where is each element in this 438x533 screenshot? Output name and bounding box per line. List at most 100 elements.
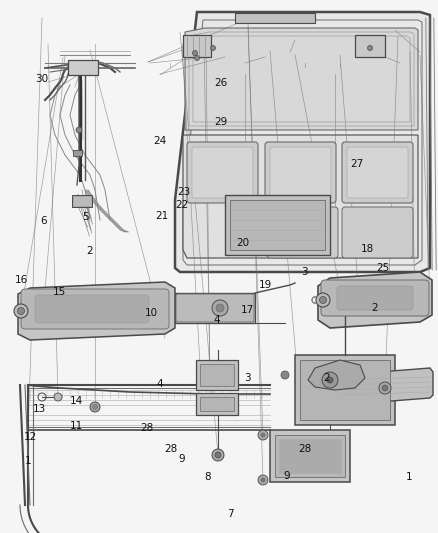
Polygon shape [185,28,418,130]
Text: 29: 29 [215,117,228,126]
Text: 2: 2 [86,246,93,255]
Text: 1: 1 [25,456,32,466]
Polygon shape [308,360,365,390]
Text: 2: 2 [371,303,378,313]
Circle shape [215,452,221,458]
Bar [300,360,390,420]
Text: 7: 7 [226,510,233,519]
Text: 14: 14 [70,397,83,406]
Circle shape [379,382,391,394]
Circle shape [192,51,198,55]
Bar [183,35,211,57]
Text: 8: 8 [205,472,212,482]
Bar [295,355,395,425]
Text: 13: 13 [33,405,46,414]
Bar [200,364,234,386]
FancyBboxPatch shape [342,207,413,258]
Text: 9: 9 [283,471,290,481]
FancyBboxPatch shape [192,147,253,198]
Text: 16: 16 [14,275,28,285]
Bar [279,439,341,473]
Text: 15: 15 [53,287,66,296]
Circle shape [382,385,388,391]
Bar [355,35,385,57]
FancyBboxPatch shape [187,142,258,203]
Circle shape [261,432,265,438]
Bar [73,196,91,206]
Circle shape [212,300,228,316]
Text: 4: 4 [156,379,163,389]
Circle shape [258,475,268,485]
FancyBboxPatch shape [267,207,338,258]
Circle shape [212,449,224,461]
FancyBboxPatch shape [337,286,413,310]
Circle shape [92,405,98,409]
Circle shape [316,293,330,307]
Polygon shape [183,135,418,258]
Text: 2: 2 [323,374,330,383]
Text: 1: 1 [406,472,413,482]
Circle shape [18,308,25,314]
Text: 28: 28 [140,423,153,433]
Circle shape [14,304,28,318]
Circle shape [216,304,224,312]
Text: 3: 3 [301,267,308,277]
Text: 20: 20 [237,238,250,247]
Circle shape [261,478,265,482]
FancyBboxPatch shape [35,295,149,323]
Bar [235,13,315,23]
Bar [275,435,345,477]
Text: 4: 4 [213,315,220,325]
Text: 28: 28 [164,444,177,454]
Text: 9: 9 [178,455,185,464]
Bar [148,300,158,312]
Text: 28: 28 [298,444,311,454]
Text: 27: 27 [350,159,364,169]
Circle shape [152,302,158,308]
Circle shape [367,45,372,51]
Text: 22: 22 [175,200,188,210]
Circle shape [211,45,215,51]
Circle shape [322,372,338,388]
Bar [225,195,330,255]
FancyBboxPatch shape [21,289,169,329]
Bar [72,195,92,207]
Text: 24: 24 [153,136,166,146]
Circle shape [327,377,333,383]
Bar [270,430,350,482]
Text: 30: 30 [35,74,48,84]
Circle shape [54,393,62,401]
Bar [68,60,98,75]
FancyBboxPatch shape [347,147,408,198]
Bar [73,150,82,156]
Text: 19: 19 [258,280,272,290]
Text: 5: 5 [82,213,89,222]
Text: 17: 17 [241,305,254,315]
Text: 18: 18 [361,245,374,254]
Bar [200,397,234,411]
Text: 25: 25 [377,263,390,272]
Circle shape [76,127,82,133]
Text: 26: 26 [215,78,228,87]
Circle shape [281,371,289,379]
Polygon shape [318,272,432,328]
Circle shape [194,55,199,61]
Polygon shape [175,12,430,272]
Bar [196,393,238,415]
Text: 21: 21 [155,211,169,221]
Text: 10: 10 [145,308,158,318]
Circle shape [319,296,326,303]
Polygon shape [337,368,433,405]
Bar [175,293,255,323]
Bar [196,360,238,390]
FancyBboxPatch shape [321,280,429,316]
Text: 3: 3 [244,374,251,383]
Text: 23: 23 [177,187,191,197]
FancyBboxPatch shape [265,142,336,203]
Circle shape [90,402,100,412]
Text: 6: 6 [40,216,47,226]
FancyBboxPatch shape [270,147,331,198]
Bar [230,200,325,250]
FancyBboxPatch shape [342,142,413,203]
Polygon shape [18,282,175,340]
